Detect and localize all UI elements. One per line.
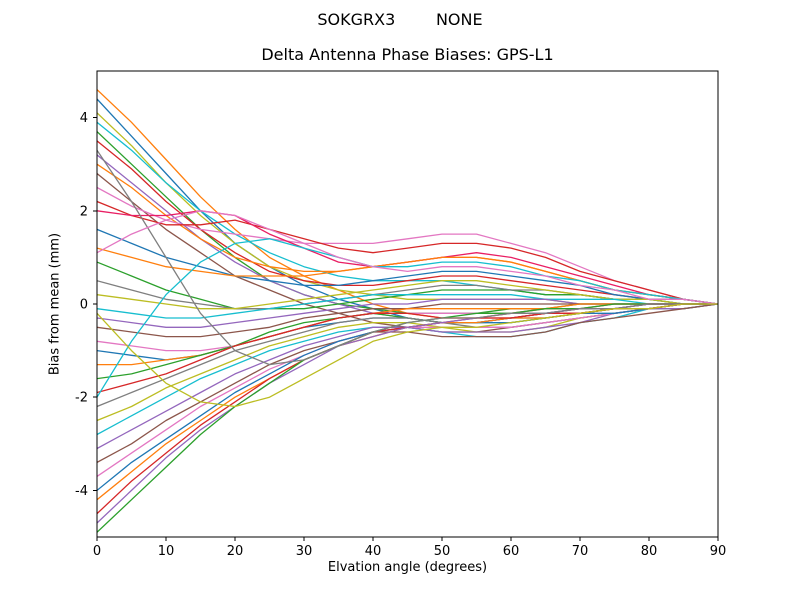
x-tick-label: 50	[434, 544, 451, 559]
x-tick-label: 60	[503, 544, 520, 559]
series-line-12	[97, 228, 718, 305]
series-line-35	[97, 303, 718, 533]
series-line-38	[97, 210, 718, 305]
x-tick-label: 20	[227, 544, 244, 559]
x-tick-label: 80	[641, 544, 658, 559]
y-tick-label: 4	[80, 111, 88, 126]
series-line-26	[97, 303, 718, 422]
series-line-10	[97, 200, 718, 305]
series-line-25	[97, 303, 718, 408]
series-lines	[97, 88, 718, 533]
series-line-5	[97, 140, 718, 305]
axes-title: Delta Antenna Phase Biases: GPS-L1	[261, 45, 554, 64]
series-line-33	[97, 303, 718, 515]
x-tick-label: 10	[158, 544, 175, 559]
x-axis-label: Elvation angle (degrees)	[327, 560, 488, 575]
y-tick-label: -4	[75, 484, 88, 499]
x-tick-label: 40	[365, 544, 382, 559]
series-line-2	[97, 112, 718, 305]
x-tick-label: 0	[93, 544, 101, 559]
x-tick-label: 70	[572, 544, 589, 559]
series-line-32	[97, 303, 718, 501]
y-tick-label: -2	[75, 391, 88, 406]
series-line-17	[97, 294, 718, 319]
figure-suptitle: SOKGRX3 NONE	[317, 10, 483, 29]
x-tick-label: 30	[296, 544, 313, 559]
y-tick-label: 2	[80, 204, 88, 219]
series-line-39	[97, 303, 718, 408]
series-line-24	[97, 303, 718, 394]
series-line-30	[97, 303, 718, 478]
series-line-1	[97, 98, 718, 324]
x-tick-label: 90	[710, 544, 727, 559]
y-tick-label: 0	[80, 298, 88, 313]
